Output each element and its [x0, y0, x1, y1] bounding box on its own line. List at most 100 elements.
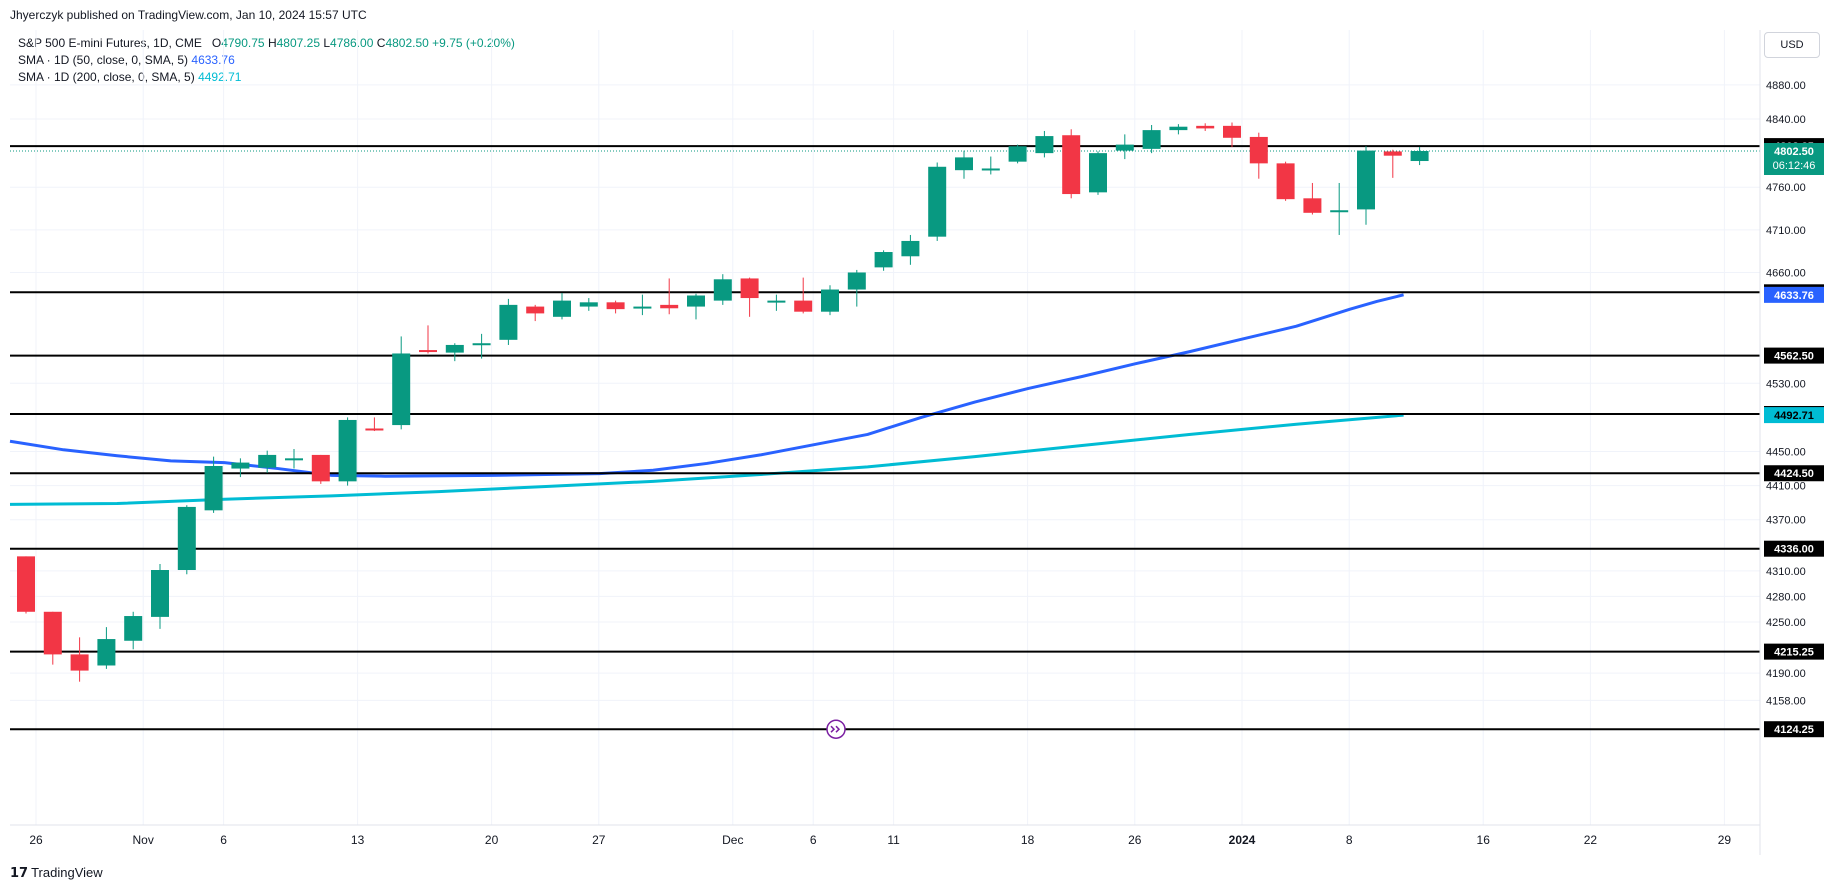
candle-body	[43, 611, 62, 655]
candle	[1276, 161, 1295, 201]
chart-legend: S&P 500 E-mini Futures, 1D, CME O4790.75…	[18, 35, 515, 86]
candle-body	[70, 654, 89, 671]
candle-body	[767, 300, 786, 303]
axes: 4880.00 4840.00 4760.00 4710.00 4660.00 4530.…	[10, 30, 1824, 855]
candle-body	[526, 306, 545, 314]
price-tick-label: 4250.00	[1766, 617, 1806, 629]
candle-body	[1330, 210, 1349, 213]
footer-brand[interactable]: 17 TradingView	[10, 865, 103, 881]
candle	[17, 556, 35, 614]
candle	[499, 298, 518, 345]
time-tick-label: 29	[1718, 833, 1732, 847]
sma200-price-tag	[1764, 407, 1824, 424]
level-price-label: 4336.00	[1774, 544, 1814, 556]
candle-body	[794, 300, 813, 312]
level-price-tag	[1764, 540, 1824, 557]
candle-body	[1276, 163, 1295, 200]
candle	[1089, 151, 1107, 195]
price-tick-label: 4660.00	[1766, 267, 1806, 279]
level-price-tag	[1764, 643, 1824, 660]
candle	[955, 150, 973, 179]
footer-brand-name: TradingView	[31, 865, 103, 880]
candle-body	[687, 295, 705, 307]
price-tick-label: 4158.00	[1766, 695, 1806, 707]
candle-body	[472, 343, 491, 346]
price-tick-label: 4760.00	[1766, 182, 1806, 194]
candle-body	[740, 278, 759, 299]
candle-body	[847, 272, 866, 290]
time-tick-label: 6	[220, 833, 227, 847]
candle-body	[1410, 151, 1429, 162]
level-price-label: 4562.50	[1774, 351, 1814, 363]
time-tick-label: 22	[1584, 833, 1598, 847]
candle-body	[1303, 198, 1322, 213]
sma50-price-tag	[1764, 286, 1824, 303]
legend-symbol-row[interactable]: S&P 500 E-mini Futures, 1D, CME O4790.75…	[18, 35, 515, 52]
legend-sma200-row[interactable]: SMA · 1D (200, close, 0, SMA, 5) 4492.71	[18, 69, 515, 86]
time-tick-label: Dec	[722, 833, 743, 847]
legend-open-value: 4790.75	[221, 36, 265, 50]
candle	[445, 343, 464, 362]
price-tick-label: 4190.00	[1766, 668, 1806, 680]
candle-body	[17, 556, 35, 612]
candle	[713, 274, 732, 305]
time-tick-label: 11	[887, 833, 900, 847]
candle-body	[606, 302, 625, 310]
time-tick-label: 26	[29, 833, 43, 847]
candle	[1410, 146, 1429, 166]
candle-body	[231, 462, 250, 469]
time-tick-label: 18	[1021, 833, 1035, 847]
candle	[1196, 123, 1215, 131]
candle	[1223, 122, 1241, 148]
time-tick-label: 27	[592, 833, 606, 847]
legend-change-value: +9.75 (+0.20%)	[432, 36, 515, 50]
price-tick-label: 4710.00	[1766, 225, 1806, 237]
time-tick-label: 8	[1346, 833, 1353, 847]
candle-body	[499, 304, 518, 340]
sma200-price-label: 4492.71	[1774, 410, 1814, 422]
level-price-label: 4215.25	[1774, 647, 1814, 659]
scroll-to-realtime-button[interactable]	[826, 719, 846, 739]
time-tick-label: Nov	[133, 833, 154, 847]
legend-open-label: O	[211, 36, 222, 50]
candle	[311, 454, 330, 484]
candle-body	[1115, 144, 1134, 151]
candle-body	[151, 570, 169, 617]
double-chevron-right-icon	[830, 725, 841, 733]
candle-body	[713, 279, 732, 301]
candle-body	[633, 306, 652, 309]
legend-low-label: L	[323, 36, 331, 50]
candle-body	[901, 240, 920, 257]
candle-body	[124, 616, 143, 641]
candle-body	[553, 300, 571, 317]
candle	[928, 162, 947, 241]
candle	[660, 278, 679, 315]
candle-body	[1142, 130, 1161, 149]
candle-body	[1357, 150, 1375, 210]
candle	[553, 292, 571, 320]
candle	[204, 456, 223, 513]
candle-body	[392, 353, 411, 426]
publisher-info: Jhyerczyk published on TradingView.com, …	[10, 8, 367, 22]
candle-body	[874, 252, 893, 268]
price-tick-label: 4840.00	[1766, 114, 1806, 126]
candle	[821, 285, 839, 316]
legend-sma200-value: 4492.71	[198, 70, 242, 84]
price-tick-label: 4310.00	[1766, 566, 1806, 578]
candle-body	[419, 350, 437, 353]
time-tick-label: 2024	[1229, 833, 1256, 847]
candle	[177, 505, 196, 575]
candle-body	[258, 454, 277, 468]
currency-button[interactable]: USD	[1764, 32, 1820, 58]
candles	[17, 122, 1429, 682]
candle	[981, 156, 1000, 175]
candle	[70, 637, 89, 682]
candle-body	[1062, 135, 1081, 195]
time-tick-label: 13	[351, 833, 365, 847]
candle	[767, 294, 786, 311]
grid-lines	[10, 30, 1760, 825]
horizontal-levels	[10, 145, 1760, 731]
legend-sma200-label: SMA · 1D (200, close, 0, SMA, 5)	[18, 70, 195, 84]
candle	[687, 293, 705, 320]
